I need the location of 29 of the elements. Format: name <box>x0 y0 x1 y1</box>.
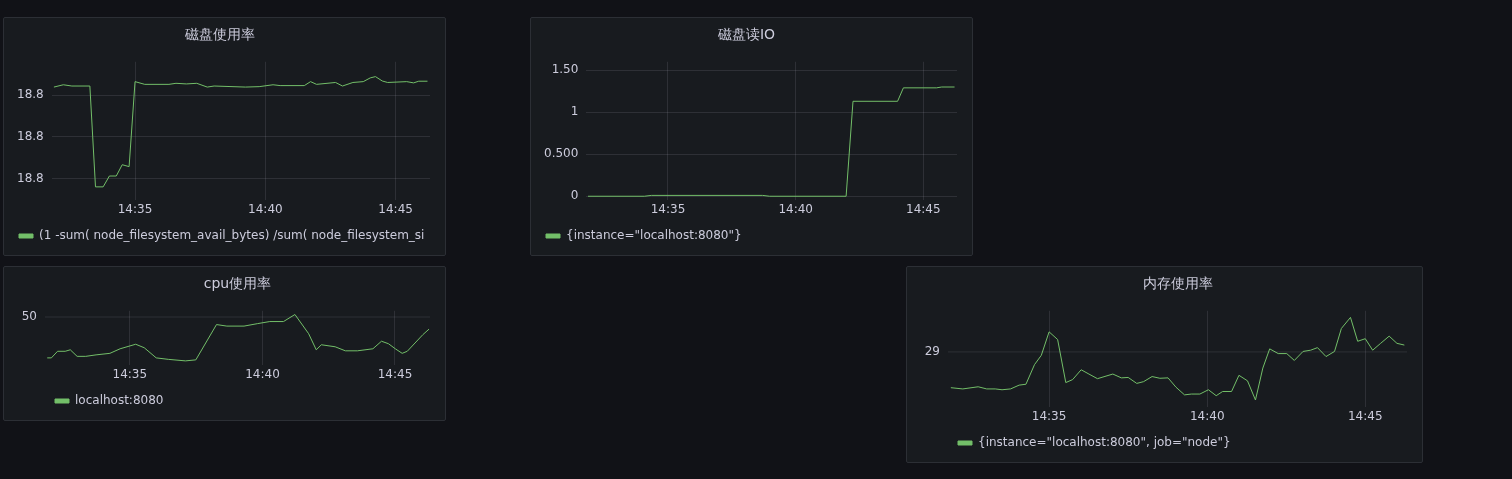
x-tick-label: 14:35 <box>117 201 153 216</box>
x-tick-label: 14:40 <box>245 366 280 381</box>
text: 29 <box>924 344 940 359</box>
x-tick-label: 14:35 <box>112 366 148 381</box>
legend-label: localhost:8080 <box>75 393 164 408</box>
y-tick-label: 0 <box>570 188 579 203</box>
y-tick-label: 0.500 <box>543 146 579 161</box>
x-tick-label: 14:45 <box>378 201 413 216</box>
y-tick-label: 18.8 <box>17 170 44 185</box>
x-tick-label: 14:40 <box>248 201 283 216</box>
legend-label: {instance="localhost:8080"} <box>566 228 742 243</box>
y-tick-label: 1.50 <box>551 62 579 77</box>
text: 50 <box>21 309 37 324</box>
chart-title: 内存使用率 <box>1142 275 1213 292</box>
x-tick-label: 14:45 <box>377 366 413 381</box>
chart-title: cpu使用率 <box>203 275 272 292</box>
y-tick-label: 18.8 <box>17 87 44 102</box>
chart-title: 磁盘读IO <box>716 26 776 43</box>
x-tick-label: 14:35 <box>1031 408 1067 423</box>
y-tick-label: 18.8 <box>17 129 44 144</box>
x-tick-label: 14:45 <box>906 201 941 216</box>
legend-label: {instance="localhost:8080", job="node"} <box>978 435 1231 450</box>
chart-title: 磁盘使用率 <box>183 26 255 43</box>
x-tick-label: 14:40 <box>778 201 814 216</box>
x-tick-label: 14:45 <box>1347 408 1383 423</box>
legend-label: (1 -sum( node_filesystem_avail_bytes) /sum( node_filesystem_si <box>39 228 425 243</box>
y-tick-label: 1 <box>570 104 579 119</box>
x-tick-label: 14:35 <box>650 201 686 216</box>
x-tick-label: 14:40 <box>1189 408 1225 423</box>
